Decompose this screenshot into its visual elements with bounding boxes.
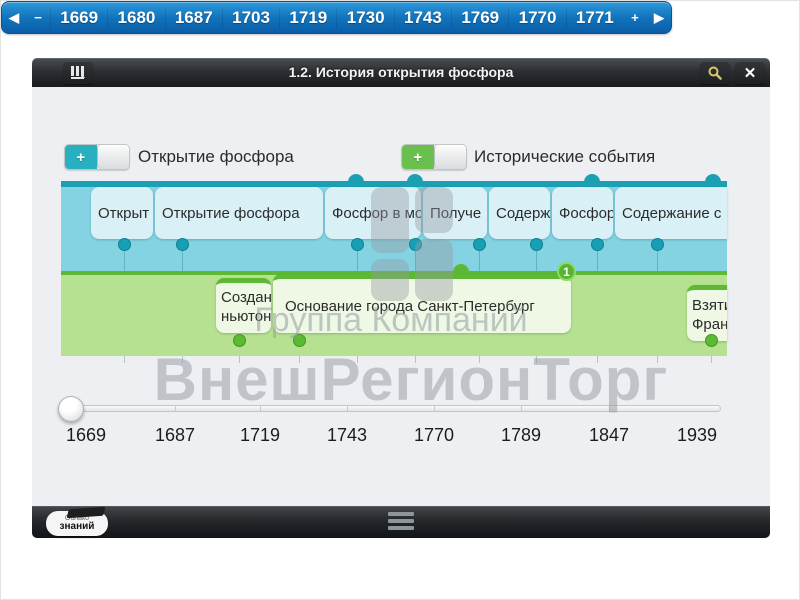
scroll-left-button[interactable]: ◀	[9, 9, 19, 25]
year-scale-bar: ◀ − 1669 1680 1687 1703 1719 1730 1743 1…	[1, 1, 672, 34]
event-card[interactable]: Содерж	[489, 187, 550, 239]
menu-handle-bar	[388, 526, 414, 530]
slider-tick	[521, 405, 522, 412]
brand-logo-line1: Облако	[64, 515, 90, 522]
year-cell[interactable]: 1703	[221, 7, 279, 28]
search-button[interactable]	[700, 61, 730, 84]
timeline-anchor-bump	[348, 174, 364, 182]
event-card[interactable]: Основание города Санкт-Петербург	[273, 274, 571, 333]
year-cell[interactable]: 1770	[508, 7, 565, 28]
event-card[interactable]: Фосфор в мозг	[325, 187, 421, 239]
timeline-anchor-bump	[453, 264, 469, 272]
range-slider-knob[interactable]	[58, 396, 84, 422]
year-cell[interactable]: 1719	[279, 7, 336, 28]
slider-year-label: 1743	[326, 425, 368, 445]
slider-year-label: 1719	[239, 425, 281, 445]
toggle-history-label: Исторические события	[474, 147, 656, 166]
toggle-phosphorus-on: +	[65, 145, 97, 169]
timeline-anchor-bump	[407, 174, 423, 182]
slider-year-label: 1687	[154, 425, 196, 445]
event-marker	[176, 238, 189, 251]
toggle-phosphorus[interactable]: +	[64, 144, 130, 170]
slider-tick	[347, 405, 348, 412]
range-slider-track[interactable]	[58, 405, 721, 412]
event-card[interactable]: Взяти Франц	[687, 285, 727, 341]
event-marker	[651, 238, 664, 251]
zoom-in-button[interactable]: +	[631, 10, 639, 25]
year-cell[interactable]: 1669	[50, 7, 107, 28]
close-button[interactable]: ✕	[735, 61, 765, 84]
year-cell[interactable]: 1680	[107, 7, 164, 28]
menu-handle-bar	[388, 519, 414, 523]
event-card[interactable]: Создан ньютон	[216, 278, 271, 333]
slider-year-label: 1669	[65, 425, 107, 445]
menu-handle[interactable]	[388, 512, 414, 533]
page-title: 1.2. История открытия фосфора	[288, 64, 514, 80]
event-card[interactable]: Содержание с	[615, 187, 727, 239]
event-count-badge: 1	[557, 262, 576, 281]
year-cell[interactable]: 1743	[393, 7, 451, 28]
slider-tick	[434, 405, 435, 412]
toggle-phosphorus-label: Открытие фосфора	[138, 147, 294, 166]
history-band-top-edge	[61, 271, 727, 275]
slider-tick	[609, 405, 610, 412]
slider-tick	[260, 405, 261, 412]
slider-year-label: 1770	[413, 425, 455, 445]
event-card-line: Взяти	[692, 296, 727, 314]
timeline-anchor-bump	[705, 174, 721, 182]
event-card-line: Франц	[692, 315, 727, 333]
menu-handle-bar	[388, 512, 414, 516]
search-icon	[708, 66, 722, 80]
event-marker	[530, 238, 543, 251]
slider-year-label: 1939	[676, 425, 718, 445]
event-card[interactable]: Открытие фосфора	[155, 187, 323, 239]
title-bar: 1.2. История открытия фосфора ✕	[32, 58, 770, 87]
scroll-right-button[interactable]: ▶	[653, 9, 664, 25]
timeline-anchor-bump	[584, 174, 600, 182]
event-card-line: ньютон	[221, 308, 271, 325]
event-marker	[409, 238, 422, 251]
event-marker	[118, 238, 131, 251]
event-marker	[351, 238, 364, 251]
year-cell[interactable]: 1769	[451, 7, 508, 28]
contents-grid-button[interactable]	[63, 61, 93, 84]
toggle-phosphorus-knob[interactable]	[96, 145, 129, 169]
phosphorus-band-top-edge	[61, 181, 727, 187]
toggle-history-on: +	[402, 145, 434, 169]
year-cell[interactable]: 1730	[336, 7, 393, 28]
zoom-out-button[interactable]: −	[34, 10, 42, 25]
event-card[interactable]: Получе	[423, 187, 487, 239]
slider-year-label: 1789	[500, 425, 542, 445]
year-cell[interactable]: 1771	[565, 7, 623, 28]
event-card-line: Создан	[221, 289, 271, 307]
event-card[interactable]: Фосфор	[552, 187, 613, 239]
toggle-history[interactable]: +	[401, 144, 467, 170]
slider-tick	[175, 405, 176, 412]
brand-logo: Облако знаний	[46, 506, 108, 536]
year-cell[interactable]: 1687	[164, 7, 222, 28]
bottom-bar: Облако знаний	[32, 506, 770, 538]
event-marker	[233, 334, 246, 347]
event-marker	[591, 238, 604, 251]
event-marker	[473, 238, 486, 251]
slider-year-label: 1847	[588, 425, 630, 445]
event-marker	[293, 334, 306, 347]
event-marker	[705, 334, 718, 347]
brand-logo-line2: знаний	[59, 521, 95, 532]
event-card[interactable]: Открыт	[91, 187, 153, 239]
toggle-history-knob[interactable]	[433, 145, 466, 169]
grid-icon	[71, 65, 85, 79]
